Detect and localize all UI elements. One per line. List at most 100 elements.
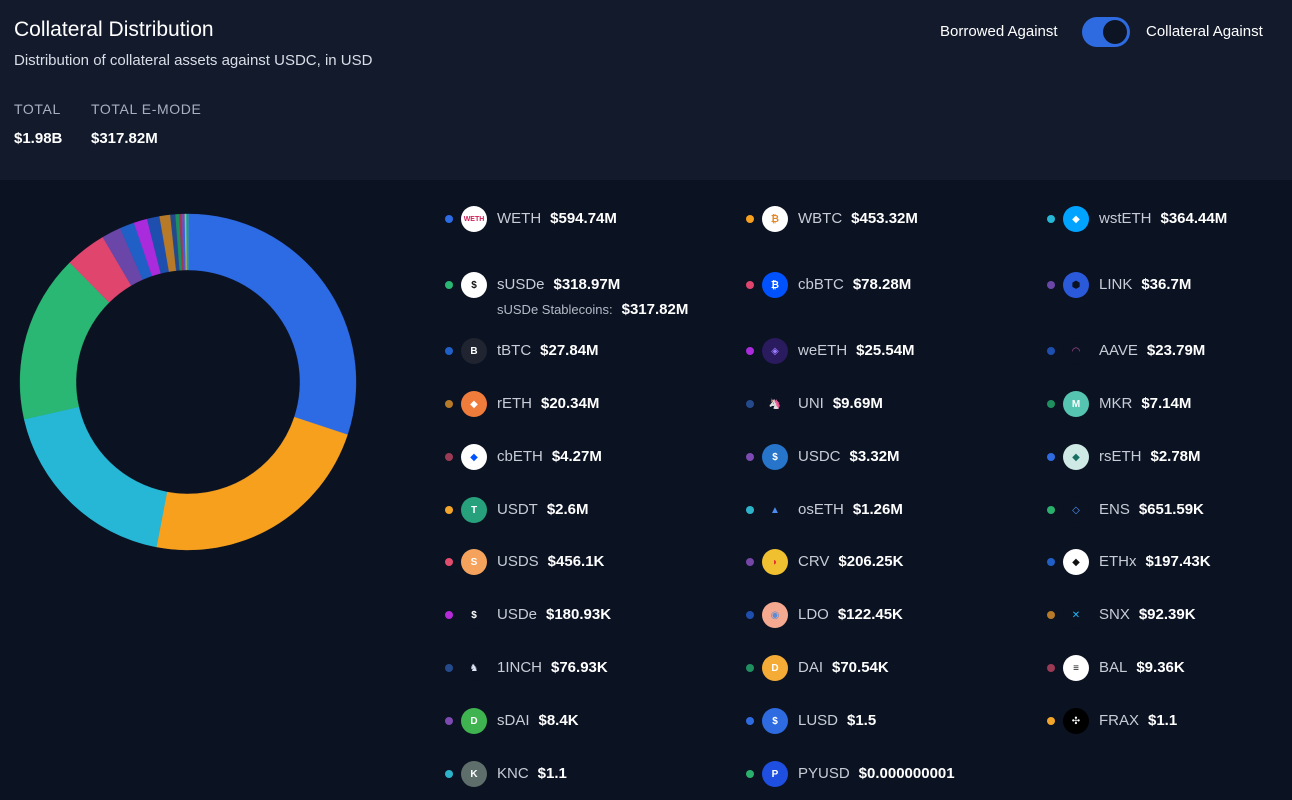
legend-asset-name: AAVE: [1099, 342, 1138, 359]
legend-color-dot: [445, 347, 453, 355]
legend-asset-value: $7.14M: [1141, 395, 1192, 412]
legend-asset-name: wstETH: [1099, 210, 1152, 227]
legend-asset-value: $206.25K: [838, 553, 904, 570]
donut-slice-weth[interactable]: [187, 213, 357, 435]
legend-color-dot: [1047, 347, 1055, 355]
legend-asset-name: KNC: [497, 765, 529, 782]
legend-asset-value: $23.79M: [1146, 342, 1206, 359]
legend-asset-value: $197.43K: [1145, 553, 1211, 570]
legend-asset-value: $20.34M: [540, 395, 600, 412]
legend-asset-name: LDO: [798, 606, 829, 623]
legend-color-dot: [445, 453, 453, 461]
view-toggle-switch[interactable]: [1082, 17, 1130, 47]
donut-chart: [19, 213, 357, 551]
legend-asset-value: $2.78M: [1150, 448, 1201, 465]
legend-asset-value: $9.69M: [832, 395, 883, 412]
legend-asset-value: $9.36K: [1136, 659, 1185, 676]
borrowed-against-label[interactable]: Borrowed Against: [940, 23, 1058, 40]
legend-sub-label: sUSDe Stablecoins:: [497, 302, 613, 317]
legend-color-dot: [1047, 717, 1055, 725]
wbtc-token-icon: ₿: [762, 206, 788, 232]
legend-color-dot: [445, 558, 453, 566]
donut-slice-wbtc[interactable]: [156, 416, 348, 551]
tbtc-token-icon: B: [461, 338, 487, 364]
legend-asset-value: $2.6M: [546, 501, 589, 518]
legend-asset-value: $364.44M: [1160, 210, 1228, 227]
legend-asset-value: $1.1: [1148, 712, 1178, 729]
legend-asset-name: SNX: [1099, 606, 1130, 623]
legend-asset-value: $27.84M: [540, 342, 599, 359]
cbbtc-token-icon: ₿: [762, 272, 788, 298]
weeth-token-icon: ◈: [762, 338, 788, 364]
legend-asset-name: sDAI: [497, 712, 530, 729]
total-emode-label: TOTAL E-MODE: [91, 101, 202, 117]
legend-color-dot: [1047, 506, 1055, 514]
legend-asset-name: MKR: [1099, 395, 1133, 412]
rseth-token-icon: ◆: [1063, 444, 1089, 470]
legend-asset-value: $4.27M: [551, 448, 602, 465]
legend-color-dot: [746, 664, 754, 672]
total-emode-value: $317.82M: [91, 130, 158, 147]
legend-color-dot: [746, 347, 754, 355]
legend-asset-name: USDS: [497, 553, 539, 570]
chart-title: Collateral Distribution: [14, 18, 214, 41]
legend-color-dot: [1047, 453, 1055, 461]
legend-asset-name: ENS: [1099, 501, 1130, 518]
legend-asset-name: USDC: [798, 448, 841, 465]
legend-asset-name: LINK: [1099, 276, 1133, 293]
snx-token-icon: ✕: [1063, 602, 1089, 628]
oseth-token-icon: ▲: [762, 497, 788, 523]
collateral-against-label[interactable]: Collateral Against: [1146, 23, 1263, 40]
cbeth-token-icon: ◆: [461, 444, 487, 470]
legend-color-dot: [1047, 281, 1055, 289]
legend-color-dot: [746, 717, 754, 725]
legend-asset-value: $0.000000001: [858, 765, 955, 782]
legend-color-dot: [445, 717, 453, 725]
legend-asset-name: cbETH: [497, 448, 543, 465]
legend-asset-name: rsETH: [1099, 448, 1142, 465]
legend-asset-value: $456.1K: [547, 553, 605, 570]
legend-asset-name: CRV: [798, 553, 830, 570]
legend-asset-value: $3.32M: [849, 448, 900, 465]
legend-color-dot: [445, 400, 453, 408]
legend-asset-name: DAI: [798, 659, 824, 676]
legend-asset-value: $594.74M: [550, 210, 617, 227]
sdai-token-icon: D: [461, 708, 487, 734]
pyusd-token-icon: P: [762, 761, 788, 787]
link-token-icon: ⬢: [1063, 272, 1089, 298]
usds-token-icon: S: [461, 549, 487, 575]
legend-color-dot: [746, 453, 754, 461]
legend-asset-name: weETH: [798, 342, 848, 359]
legend-asset-value: $36.7M: [1141, 276, 1192, 293]
legend-color-dot: [445, 215, 453, 223]
legend-asset-name: USDe: [497, 606, 538, 623]
usdc-token-icon: $: [762, 444, 788, 470]
donut-slice-wsteth[interactable]: [23, 406, 168, 548]
total-label: TOTAL: [14, 101, 61, 117]
legend-asset-name: 1INCH: [497, 659, 543, 676]
legend-asset-name: cbBTC: [798, 276, 844, 293]
aave-token-icon: ◠: [1063, 338, 1089, 364]
legend-asset-value: $8.4K: [538, 712, 579, 729]
crv-token-icon: ◗: [762, 549, 788, 575]
legend-sub-value: $317.82M: [621, 301, 689, 318]
mkr-token-icon: M: [1063, 391, 1089, 417]
legend-asset-name: UNI: [798, 395, 824, 412]
total-value: $1.98B: [14, 130, 63, 147]
legend-asset-value: $1.5: [847, 712, 877, 729]
dai-token-icon: D: [762, 655, 788, 681]
chart-header: Collateral Distribution Distribution of …: [0, 0, 1292, 180]
chart-subtitle: Distribution of collateral assets agains…: [14, 52, 373, 69]
legend-color-dot: [746, 611, 754, 619]
legend-asset-name: ETHx: [1099, 553, 1137, 570]
legend-asset-name: rETH: [497, 395, 532, 412]
legend-asset-value: $453.32M: [851, 210, 918, 227]
legend-color-dot: [746, 770, 754, 778]
legend-color-dot: [445, 770, 453, 778]
legend-asset-name: sUSDe: [497, 276, 545, 293]
legend-asset-value: $70.54K: [832, 659, 889, 676]
legend-asset-value: $318.97M: [553, 276, 621, 293]
legend-asset-value: $1.1: [537, 765, 567, 782]
usde-token-icon: $: [461, 602, 487, 628]
legend-color-dot: [445, 281, 453, 289]
